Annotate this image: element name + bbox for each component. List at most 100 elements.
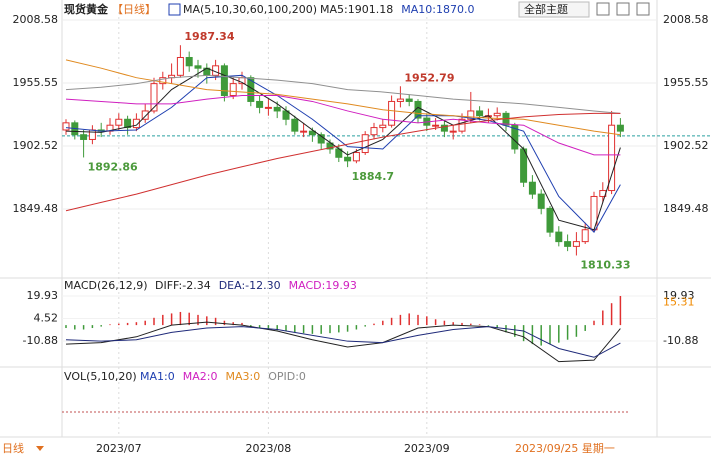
legend-name: MA1: <box>140 370 168 383</box>
macd-tick-label: -10.88 <box>23 334 58 347</box>
legend-entry: MA1:0 <box>140 370 175 383</box>
candle-body <box>150 83 158 112</box>
candle-body <box>88 129 96 140</box>
dea-line <box>65 326 621 358</box>
icon-button[interactable] <box>596 2 610 16</box>
candle-body <box>608 124 616 192</box>
ma-line <box>65 67 621 231</box>
candle-body <box>273 106 281 112</box>
legend-value: 0 <box>253 370 260 383</box>
candle-body <box>370 127 378 136</box>
ma-line <box>65 95 621 156</box>
candle-body <box>449 130 457 133</box>
macd-tick-label: 19.93 <box>27 289 59 302</box>
ma-line <box>65 112 621 212</box>
macd-title: MACD(26,12,9) <box>64 279 148 292</box>
candle-body <box>546 207 554 233</box>
legend-value: -2.34 <box>182 279 210 292</box>
annotation: 1987.34 <box>184 30 234 43</box>
y-tick-label-right: 1849.48 <box>663 202 709 215</box>
candle-body <box>80 134 88 140</box>
ma-line <box>65 74 621 233</box>
macd-tick-label: 4.52 <box>34 312 59 325</box>
candle-body <box>300 130 308 133</box>
icon-button[interactable] <box>636 2 650 16</box>
candle-body <box>159 77 167 85</box>
legend-entry: MA2:0 <box>183 370 218 383</box>
candle-body <box>291 118 299 132</box>
theme-button[interactable] <box>518 1 590 18</box>
macd-tick-label-right: 19.93 <box>663 289 695 302</box>
annotation: 1952.79 <box>404 71 454 84</box>
chart-title: 现货黄金 <box>64 2 109 16</box>
candle-body <box>555 231 563 243</box>
candle-body <box>194 65 202 69</box>
indicator-icon[interactable] <box>168 3 181 16</box>
candle-body <box>132 118 140 129</box>
x-tick-label: 2023/07 <box>96 442 142 455</box>
legend-entry: DEA:-12.30 <box>219 279 281 292</box>
dif-line <box>65 321 621 363</box>
candle-body <box>476 110 484 117</box>
candle-body <box>405 98 413 102</box>
legend-value: 0 <box>168 370 175 383</box>
legend-name: DEA: <box>219 279 245 292</box>
candle-body <box>308 130 316 136</box>
legend-name: MA3: <box>225 370 253 383</box>
candle-body <box>493 112 501 117</box>
candle-body <box>432 124 440 127</box>
y-tick-label-right: 1902.52 <box>663 139 709 152</box>
candle-body <box>176 56 184 76</box>
legend-entry: OPID:0 <box>268 370 306 383</box>
legend-entry: DIFF:-2.34 <box>155 279 211 292</box>
candle-body <box>581 229 589 243</box>
x-tick-label: 2023/08 <box>246 442 292 455</box>
candle-body <box>352 152 360 162</box>
candle-body <box>229 83 237 97</box>
candle-body <box>379 124 387 129</box>
candle-body <box>572 241 580 247</box>
ma-line <box>65 59 621 136</box>
candle-body <box>344 156 352 162</box>
candle-body <box>616 124 624 132</box>
macd-tick-label-right: -10.88 <box>663 334 698 347</box>
dropdown-arrow[interactable] <box>36 446 44 451</box>
icon-button[interactable] <box>616 2 630 16</box>
candle-body <box>361 134 369 154</box>
cursor-label: 2023/09/25 星期一 <box>515 442 615 455</box>
legend-name: DIFF: <box>155 279 182 292</box>
period-selector[interactable]: 日线 <box>2 441 24 455</box>
legend-name: MA10: <box>401 3 436 16</box>
y-tick-label: 1902.52 <box>13 139 59 152</box>
candle-body <box>388 100 396 126</box>
legend-value: 0 <box>210 370 217 383</box>
legend-name: MACD: <box>289 279 326 292</box>
annotation: 1810.33 <box>580 258 630 271</box>
legend-value: 19.93 <box>325 279 357 292</box>
legend-entry: MA10:1870.0 <box>401 3 474 16</box>
candle-body <box>141 110 149 120</box>
legend-name: MA2: <box>183 370 211 383</box>
candle-body <box>528 181 536 195</box>
y-tick-label: 1849.48 <box>13 202 59 215</box>
legend-value: 1901.18 <box>348 3 394 16</box>
annotation: 1892.86 <box>88 160 138 173</box>
candle-body <box>62 122 70 131</box>
x-tick-label: 2023/09 <box>404 442 450 455</box>
legend-entry: MA5:1901.18 <box>320 3 393 16</box>
legend-value: 1870.0 <box>436 3 475 16</box>
candle-body <box>511 124 519 150</box>
macd-current: 15.31 <box>663 296 695 309</box>
legend-value: -12.30 <box>245 279 280 292</box>
vol-title: VOL(5,10,20) <box>64 370 137 383</box>
y-tick-label: 1955.55 <box>13 76 59 89</box>
candle-body <box>564 241 572 247</box>
candle-body <box>264 106 272 109</box>
y-tick-label: 2008.58 <box>13 13 59 26</box>
candle-body <box>537 193 545 209</box>
indicator-title: MA(5,10,30,60,100,200) <box>183 3 317 16</box>
legend-entry: MA3:0 <box>225 370 260 383</box>
theme-button-label[interactable]: 全部主题 <box>524 2 568 16</box>
